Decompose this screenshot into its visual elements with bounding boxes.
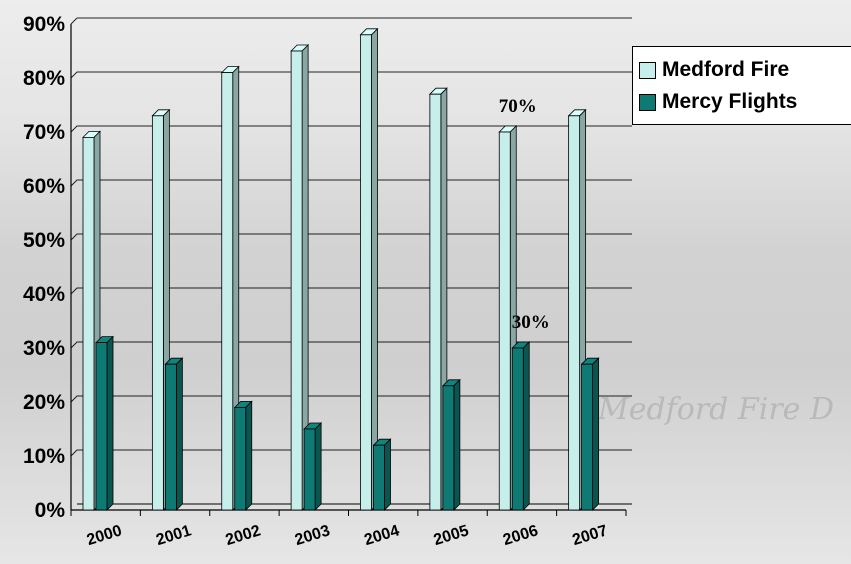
x-tick-label: 2005 bbox=[432, 522, 471, 549]
bar-mercy-flights-2005 bbox=[441, 378, 461, 511]
legend-swatch-mercy-flights bbox=[639, 93, 656, 111]
bar-mercy-flights-2004 bbox=[372, 438, 392, 511]
y-tick-label: 90% bbox=[23, 13, 65, 36]
y-tick-label: 30% bbox=[23, 337, 65, 360]
bar-mercy-flights-2002 bbox=[233, 400, 253, 511]
y-tick-label: 60% bbox=[23, 175, 65, 198]
bar-mercy-flights-2000 bbox=[95, 335, 114, 511]
legend-item-medford-fire: Medford Fire bbox=[639, 55, 851, 85]
y-tick-label: 80% bbox=[23, 67, 65, 90]
bar-mercy-flights-2007 bbox=[580, 357, 600, 511]
x-tick-label: 2000 bbox=[85, 522, 124, 549]
data-label: 30% bbox=[512, 312, 550, 333]
y-tick-labels: 0% 10% 20% 30% 40% 50% 60% 70% 80% 90% bbox=[23, 13, 65, 522]
watermark-text: Medford Fire D bbox=[598, 392, 835, 427]
legend-swatch-medford-fire bbox=[639, 61, 656, 79]
y-tick-label: 10% bbox=[23, 445, 65, 468]
x-tick-label: 2007 bbox=[570, 522, 609, 549]
x-tick-label: 2006 bbox=[501, 522, 540, 549]
legend-item-mercy-flights: Mercy Flights bbox=[639, 87, 851, 117]
y-tick-label: 70% bbox=[23, 121, 65, 144]
bar-medford-fire-2004 bbox=[359, 27, 379, 511]
legend-label-mercy-flights: Mercy Flights bbox=[662, 90, 798, 113]
legend-label-medford-fire: Medford Fire bbox=[662, 58, 790, 81]
bar-mercy-flights-2006 bbox=[511, 341, 531, 511]
y-tick-label: 20% bbox=[23, 391, 65, 414]
gridline bbox=[70, 71, 632, 79]
x-tick-label: 2001 bbox=[154, 522, 193, 549]
data-labels: 70% 30% bbox=[499, 96, 550, 333]
x-tick-labels: 2000 2001 2002 2003 2004 2005 2006 2007 bbox=[85, 522, 610, 549]
x-tick-label: 2003 bbox=[293, 522, 332, 549]
x-tick-label: 2002 bbox=[224, 522, 263, 549]
bar-mercy-flights-2001 bbox=[164, 357, 184, 511]
gridline bbox=[70, 17, 632, 25]
data-label: 70% bbox=[499, 96, 537, 117]
y-tick-label: 50% bbox=[23, 229, 65, 252]
y-tick-label: 0% bbox=[35, 499, 66, 522]
x-tick-label: 2004 bbox=[362, 522, 401, 549]
chart-bars bbox=[82, 27, 600, 511]
bar-mercy-flights-2003 bbox=[303, 422, 323, 511]
y-tick-label: 40% bbox=[23, 283, 65, 306]
chart-legend: Medford Fire Mercy Flights bbox=[632, 46, 851, 125]
